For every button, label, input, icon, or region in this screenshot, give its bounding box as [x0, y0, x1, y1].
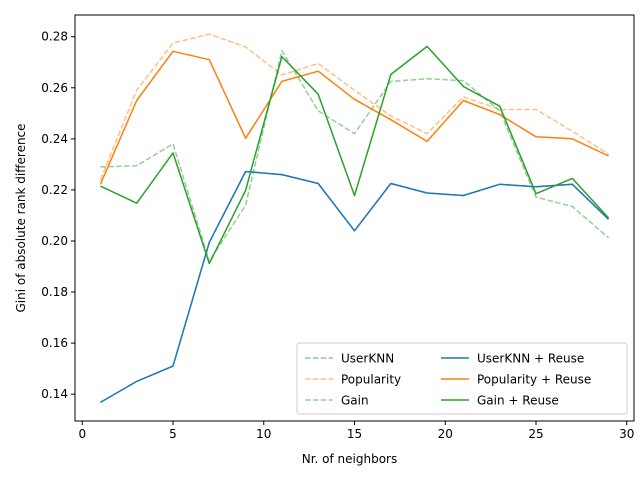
y-tick-label: 0.20	[41, 234, 68, 248]
x-tick-label: 25	[528, 427, 543, 441]
y-tick-label: 0.16	[41, 336, 68, 350]
y-tick-label: 0.28	[41, 30, 68, 44]
x-axis-ticks: 0 5 10 15 20 25 30	[78, 421, 634, 441]
x-tick-label: 5	[169, 427, 177, 441]
series-line-gain-reuse	[100, 45, 610, 265]
y-axis-label: Gini of absolute rank difference	[14, 123, 28, 312]
x-tick-label: 30	[619, 427, 634, 441]
x-tick-label: 10	[256, 427, 271, 441]
x-tick-label: 0	[78, 427, 86, 441]
y-tick-label: 0.26	[41, 81, 68, 95]
series-line-userknn-reuse	[100, 170, 610, 404]
y-tick-label: 0.22	[41, 183, 68, 197]
legend-label: Popularity	[341, 373, 401, 387]
series-line-gain	[100, 49, 610, 263]
legend-label: Gain	[341, 394, 369, 408]
y-tick-label: 0.14	[41, 387, 68, 401]
x-tick-label: 15	[347, 427, 362, 441]
legend: UserKNN Popularity Gain UserKNN + Reuse Popu…	[296, 342, 628, 415]
x-axis-label: Nr. of neighbors	[302, 452, 398, 466]
legend-label: UserKNN	[341, 352, 394, 366]
series-line-popularity	[99, 33, 610, 180]
series-layer	[99, 33, 610, 404]
legend-label: Gain + Reuse	[477, 394, 559, 408]
series-line-popularity-reuse	[99, 50, 609, 185]
y-tick-label: 0.18	[41, 285, 68, 299]
y-axis-ticks: 0.14 0.16 0.18 0.20 0.22 0.24 0.26 0.28	[41, 30, 75, 401]
legend-label: UserKNN + Reuse	[477, 352, 584, 366]
y-tick-label: 0.24	[41, 132, 68, 146]
legend-label: Popularity + Reuse	[477, 373, 591, 387]
x-tick-label: 20	[438, 427, 453, 441]
